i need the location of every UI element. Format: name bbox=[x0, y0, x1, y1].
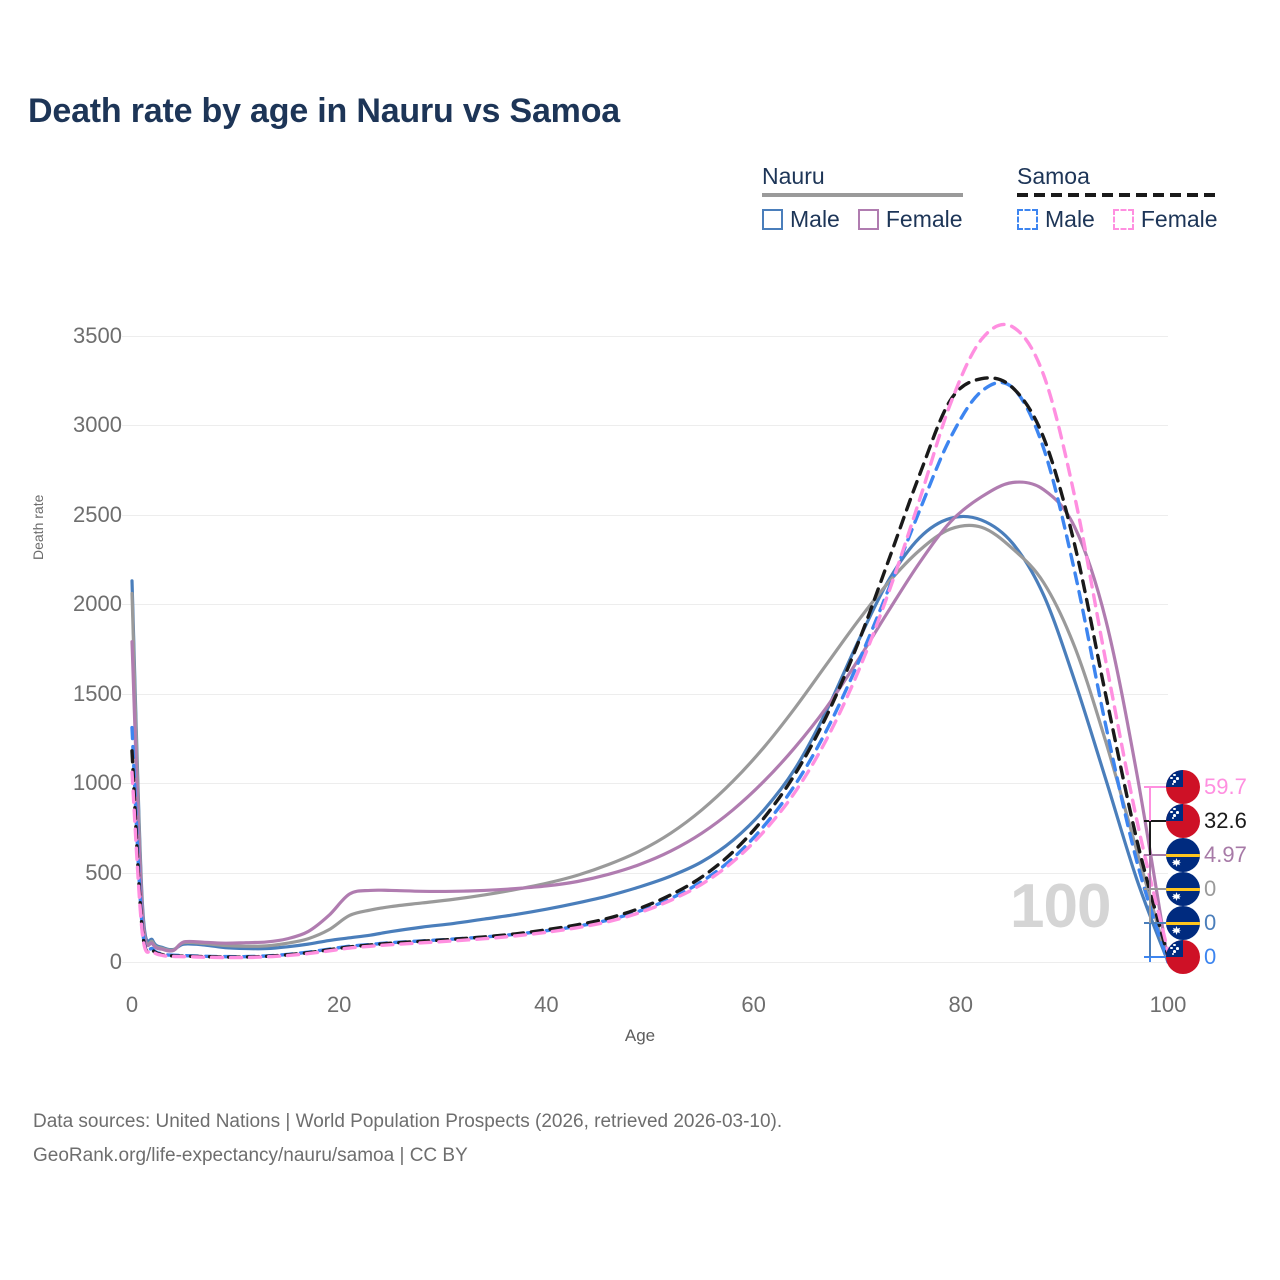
legend-swatch-icon bbox=[857, 209, 879, 230]
x-tick-label: 40 bbox=[534, 992, 559, 1017]
flag-canton bbox=[1166, 940, 1183, 957]
y-tick-label: 2500 bbox=[73, 501, 122, 527]
series-end-label: 59.7 bbox=[1166, 770, 1247, 804]
flag-star bbox=[1173, 943, 1176, 947]
series-end-value: 0 bbox=[1204, 944, 1217, 969]
y-tick-label: 2000 bbox=[73, 591, 122, 617]
y-tick-label: 1500 bbox=[73, 680, 122, 706]
y-tick-label: 500 bbox=[85, 859, 122, 885]
flag-star bbox=[1170, 776, 1173, 780]
nauru-flag-icon bbox=[1166, 872, 1200, 906]
flag-star bbox=[1171, 816, 1175, 820]
legend-item-label: Female bbox=[1140, 206, 1218, 232]
flag-star bbox=[1176, 777, 1179, 780]
gridline bbox=[122, 335, 1168, 337]
flag-star bbox=[1173, 950, 1176, 953]
flag-star bbox=[1170, 946, 1173, 950]
legend-group-samoa: Samoa Male Female bbox=[1017, 163, 1218, 233]
x-tick-label: 20 bbox=[326, 992, 352, 1017]
y-tick-label: 1000 bbox=[73, 770, 122, 796]
gridline bbox=[122, 425, 1168, 427]
legend-items: Male Female bbox=[762, 206, 963, 233]
legend-item-label: Female bbox=[885, 206, 963, 232]
y-axis-ticks: 0 500 1000 1500 2000 2500 3000 3500 bbox=[0, 0, 122, 1280]
y-axis-title: Death rate bbox=[30, 494, 46, 560]
flag-stripe bbox=[1166, 921, 1200, 925]
series-end-label: 0 bbox=[1166, 872, 1216, 906]
series-end-value: 32.6 bbox=[1204, 808, 1247, 833]
flag-star bbox=[1173, 814, 1176, 817]
series-end-label: 0 bbox=[1166, 906, 1216, 940]
flag-star bbox=[1173, 780, 1176, 783]
page-title: Death rate by age in Nauru vs Samoa bbox=[28, 92, 620, 130]
gridline bbox=[122, 783, 1168, 785]
flag-star bbox=[1172, 858, 1181, 867]
series-line bbox=[130, 322, 1170, 960]
legend-item-nauru-male[interactable]: Male bbox=[762, 206, 840, 233]
legend-swatch-icon bbox=[762, 209, 783, 230]
footer-line-2: GeoRank.org/life-expectancy/nauru/samoa … bbox=[33, 1145, 468, 1166]
series-end-label: 32.6 bbox=[1166, 804, 1247, 838]
flag-star bbox=[1173, 773, 1176, 777]
series-end-value: 59.7 bbox=[1204, 774, 1247, 799]
legend-country-rule bbox=[762, 193, 963, 197]
x-tick-label: 0 bbox=[125, 992, 139, 1017]
nauru-flag-icon bbox=[1166, 838, 1200, 872]
x-tick-label: 100 bbox=[1149, 992, 1187, 1017]
series-line bbox=[130, 376, 1170, 959]
y-tick-label: 3000 bbox=[73, 412, 122, 438]
series-end-value: 4.97 bbox=[1204, 842, 1247, 867]
legend-item-nauru-female[interactable]: Female bbox=[857, 206, 963, 233]
flag-star bbox=[1176, 811, 1179, 814]
flag-stripe bbox=[1166, 853, 1200, 857]
x-tick-label: 60 bbox=[741, 992, 766, 1017]
series-end-value: 0 bbox=[1204, 910, 1217, 935]
y-tick-label: 0 bbox=[109, 949, 122, 974]
flag-canton bbox=[1166, 770, 1183, 787]
flag-star bbox=[1171, 782, 1175, 786]
gridline bbox=[122, 962, 1168, 963]
series-end-label: 0 bbox=[1166, 940, 1216, 974]
gridline bbox=[122, 693, 1168, 695]
hover-age-watermark: 100 bbox=[1010, 872, 1111, 941]
samoa-flag-icon bbox=[1166, 770, 1200, 804]
legend-swatch-icon bbox=[1112, 209, 1134, 230]
samoa-flag-icon bbox=[1166, 804, 1200, 838]
series-end-label: 4.97 bbox=[1166, 838, 1247, 872]
footer: Data sources: United Nations | World Pop… bbox=[33, 1105, 782, 1173]
flag-canton bbox=[1166, 804, 1183, 821]
series-end-labels: 59.7 32.6 4.97 0 0 0 bbox=[1166, 770, 1280, 980]
legend-country-rule bbox=[1017, 193, 1218, 197]
legend-country-label: Nauru bbox=[762, 163, 825, 189]
footer-line-1: Data sources: United Nations | World Pop… bbox=[33, 1111, 783, 1132]
flag-star bbox=[1172, 892, 1181, 901]
legend-item-label: Male bbox=[1045, 206, 1095, 232]
flag-star bbox=[1176, 947, 1179, 950]
flag-star bbox=[1171, 952, 1175, 956]
legend-group-nauru: Nauru Male Female bbox=[762, 163, 963, 233]
gridline bbox=[122, 604, 1168, 606]
x-tick-label: 80 bbox=[948, 992, 974, 1017]
flag-star bbox=[1172, 926, 1181, 935]
legend-item-samoa-male[interactable]: Male bbox=[1017, 206, 1095, 233]
flag-stripe bbox=[1166, 887, 1200, 891]
nauru-flag-icon bbox=[1166, 906, 1200, 940]
y-tick-label: 3500 bbox=[73, 322, 122, 348]
legend: Nauru Male Female Samoa Male Female bbox=[762, 163, 1262, 243]
flag-star bbox=[1173, 807, 1176, 811]
legend-items: Male Female bbox=[1017, 206, 1218, 233]
flag-star bbox=[1170, 810, 1173, 814]
legend-item-samoa-female[interactable]: Female bbox=[1112, 206, 1218, 233]
series-end-value: 0 bbox=[1204, 876, 1217, 901]
legend-item-label: Male bbox=[790, 206, 840, 232]
gridline bbox=[122, 514, 1168, 516]
legend-swatch-icon bbox=[1017, 209, 1038, 230]
x-axis-title: Age bbox=[624, 1026, 656, 1045]
legend-country-label: Samoa bbox=[1017, 163, 1090, 189]
samoa-flag-icon bbox=[1166, 940, 1200, 974]
